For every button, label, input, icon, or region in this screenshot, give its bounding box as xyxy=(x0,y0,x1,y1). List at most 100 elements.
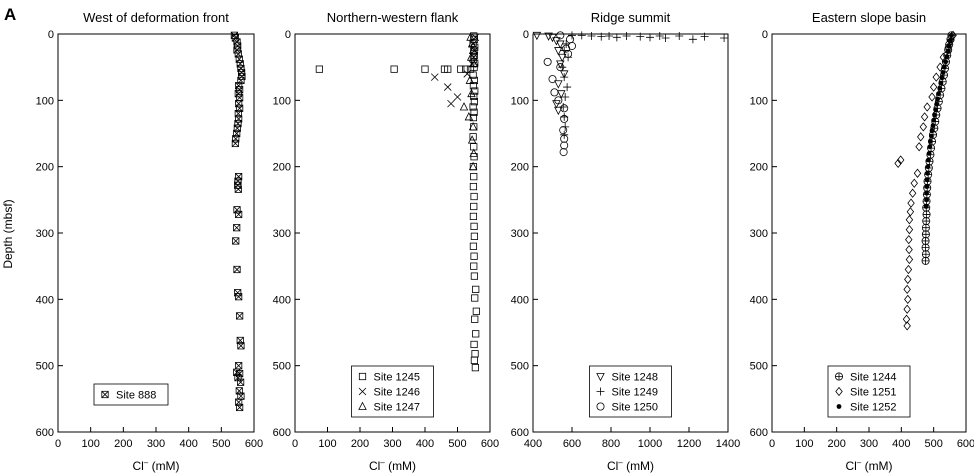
series-site-1245 xyxy=(315,32,480,372)
data-point-shape xyxy=(464,112,474,121)
data-point-box xyxy=(233,224,241,232)
data-point-cross xyxy=(236,403,244,411)
data-point-shape xyxy=(905,234,913,245)
data-point xyxy=(472,307,480,315)
legend-marker xyxy=(835,386,843,397)
data-point-shape xyxy=(919,122,928,132)
data-point-shape xyxy=(472,330,480,338)
legend-marker xyxy=(596,387,605,396)
data-point xyxy=(563,83,572,92)
data-point-shape xyxy=(472,307,480,315)
data-point-shape xyxy=(925,170,930,176)
data-point xyxy=(470,356,478,364)
y-tick-label: 0 xyxy=(762,29,768,41)
y-tick-label: 500 xyxy=(273,361,291,373)
x-tick-label: 0 xyxy=(769,438,775,450)
series-site-1250 xyxy=(543,31,576,157)
data-point-shape xyxy=(548,75,557,84)
data-point-shape xyxy=(944,54,950,59)
data-point xyxy=(915,142,923,152)
data-point-shape xyxy=(906,207,915,217)
data-point-shape xyxy=(467,39,477,48)
data-point xyxy=(237,342,245,350)
data-point-shape xyxy=(943,59,949,65)
data-point-shape xyxy=(924,197,929,203)
data-point-cross xyxy=(235,210,243,218)
series-site-1247 xyxy=(459,32,479,171)
data-point xyxy=(928,92,936,102)
legend-marker-shape xyxy=(358,387,367,396)
series-site-1249 xyxy=(558,31,729,139)
data-point xyxy=(466,32,475,41)
legend-marker-cross xyxy=(101,391,109,398)
x-tick-label: 300 xyxy=(147,438,165,450)
data-point xyxy=(233,265,241,274)
data-point xyxy=(700,32,709,41)
data-point-shape xyxy=(421,65,429,73)
x-tick-label: 200 xyxy=(351,438,369,450)
data-point xyxy=(949,32,954,38)
data-point-cross xyxy=(921,257,930,265)
data-point-shape xyxy=(930,123,936,128)
data-point xyxy=(577,31,586,40)
legend: Site 1245 Site 1246 Site 1247 xyxy=(351,365,434,418)
data-point-cross xyxy=(234,374,242,382)
y-axis-label: Depth (mbsf) xyxy=(1,199,15,268)
data-point-shape xyxy=(925,164,931,170)
data-point-shape xyxy=(938,80,944,86)
legend-label: Site 1248 xyxy=(612,372,658,384)
data-point-shape xyxy=(907,198,915,208)
data-point-shape xyxy=(469,182,478,191)
data-point xyxy=(636,32,645,41)
x-axis-label-main: Cl xyxy=(845,459,856,473)
data-point xyxy=(925,170,930,176)
x-tick-label: 300 xyxy=(860,438,878,450)
data-point-cross xyxy=(237,392,245,400)
data-point xyxy=(470,173,478,181)
y-tick-label: 0 xyxy=(285,29,291,41)
data-point xyxy=(469,212,478,221)
data-point-shape xyxy=(468,161,478,171)
data-point-shape xyxy=(470,202,478,211)
data-point-shape xyxy=(466,32,475,41)
data-point-shape xyxy=(622,31,631,40)
data-point-shape xyxy=(457,65,465,73)
data-point xyxy=(907,198,915,208)
data-point-shape xyxy=(561,93,570,102)
data-point xyxy=(921,256,930,265)
data-point xyxy=(469,242,478,250)
data-point xyxy=(930,123,936,128)
x-axis-label-unit: (mM) xyxy=(861,459,892,473)
x-tick-label: 400 xyxy=(892,438,910,450)
data-point xyxy=(903,321,911,331)
x-tick-label: 200 xyxy=(827,438,845,450)
data-point xyxy=(554,106,563,116)
data-point xyxy=(932,112,938,118)
data-point xyxy=(941,64,947,70)
legend-label: Site 888 xyxy=(116,390,156,402)
data-point xyxy=(470,202,478,211)
x-tick-label: 1400 xyxy=(716,438,740,450)
data-point-shape xyxy=(904,264,913,275)
plots: West of deformation front 0 100 200 300 400 50… xyxy=(36,10,974,473)
data-point-shape xyxy=(556,63,565,72)
data-point-shape xyxy=(557,90,566,99)
data-point-shape xyxy=(929,128,935,134)
x-tick-label: 1200 xyxy=(677,438,701,450)
figure-label: A xyxy=(4,5,16,24)
data-point-shape xyxy=(936,91,941,97)
data-point-shape xyxy=(905,225,914,235)
data-point-shape xyxy=(577,31,586,40)
data-point-shape xyxy=(469,242,478,250)
legend-marker-cross xyxy=(835,372,843,381)
panel-2: Northern-western flank 0 100 200 300 400 500 60… xyxy=(273,10,500,473)
x-tick-label: 300 xyxy=(383,438,401,450)
data-point-shape xyxy=(564,49,573,58)
data-point-shape xyxy=(941,64,947,70)
data-point-shape xyxy=(550,88,559,97)
y-tick-label: 100 xyxy=(750,95,768,107)
data-point xyxy=(315,65,323,73)
data-point-shape xyxy=(469,113,478,122)
data-point xyxy=(917,132,925,142)
data-point xyxy=(543,57,552,66)
